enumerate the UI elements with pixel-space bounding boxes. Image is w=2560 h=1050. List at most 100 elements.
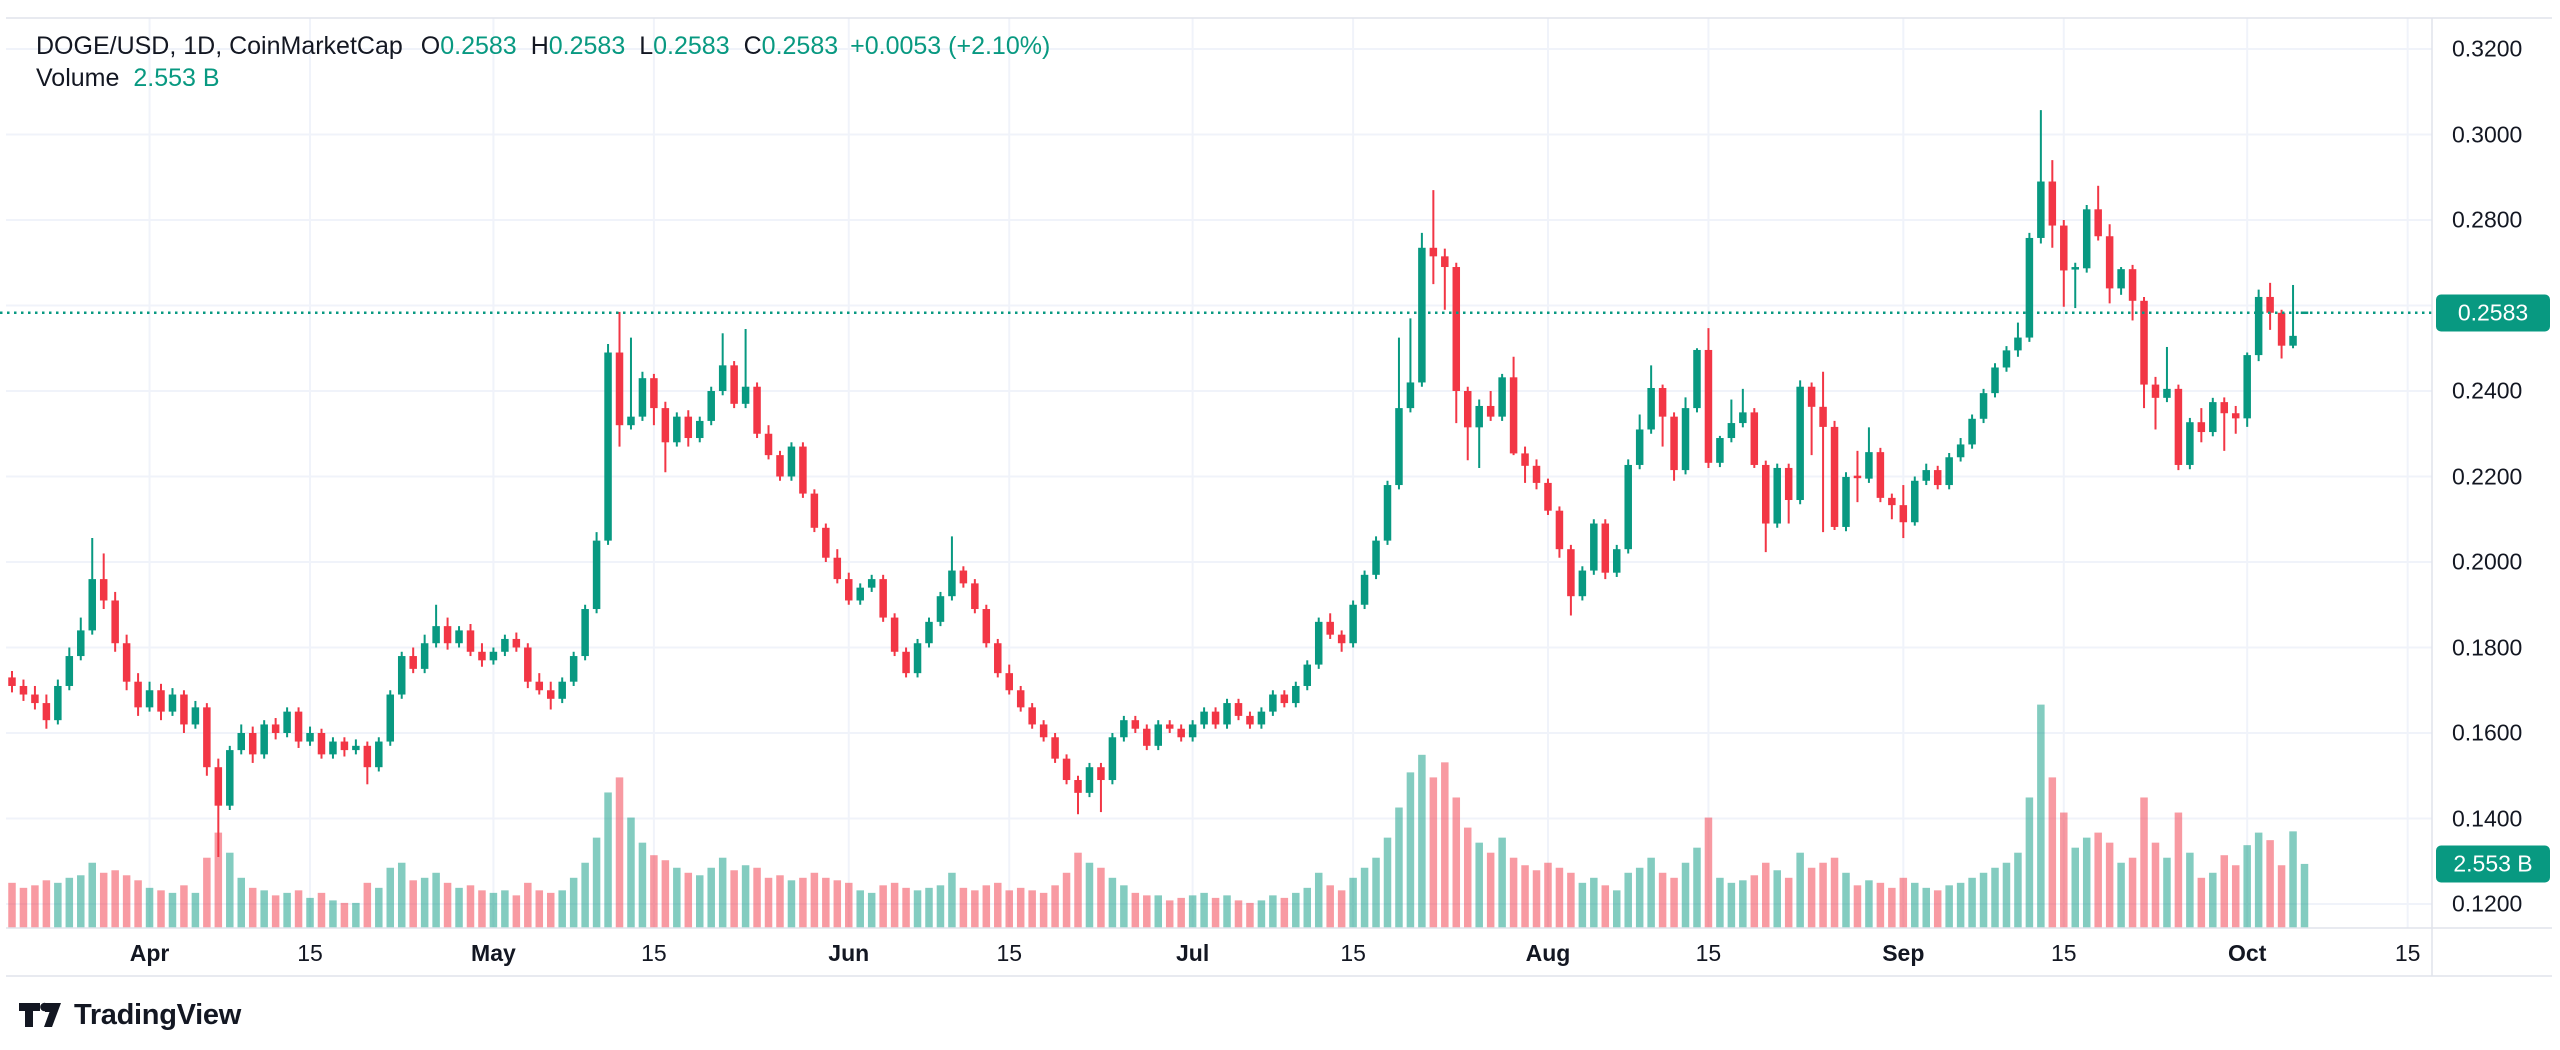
candle-body xyxy=(1578,570,1587,597)
candle-body xyxy=(2174,388,2183,465)
volume-bar xyxy=(8,882,16,928)
candle-body xyxy=(420,643,429,669)
volume-bar xyxy=(787,880,796,928)
candle-body xyxy=(42,703,51,721)
volume-bar xyxy=(776,875,784,928)
volume-bar xyxy=(1853,885,1862,928)
candle-body xyxy=(2117,269,2125,289)
tradingview-logo-icon xyxy=(19,1002,61,1027)
volume-bar xyxy=(386,867,395,928)
volume-bar xyxy=(1991,867,1999,928)
volume-bar xyxy=(524,882,532,928)
volume-bar xyxy=(1177,897,1185,928)
candle-body xyxy=(122,643,131,682)
candle-body xyxy=(1727,423,1736,439)
volume-bar xyxy=(1555,867,1564,928)
candle-body xyxy=(2266,296,2274,313)
candle-body xyxy=(1062,758,1071,781)
last-price-badge-text: 0.2583 xyxy=(2457,299,2529,326)
volume-bar xyxy=(478,890,486,928)
candle-body xyxy=(2186,422,2194,465)
candle-body xyxy=(2163,388,2171,398)
volume-bar xyxy=(306,897,314,928)
volume-value: 2.553 B xyxy=(133,64,220,92)
candle-body xyxy=(2002,350,2011,368)
volume-bar xyxy=(1200,892,1208,928)
candle-body xyxy=(787,446,796,477)
volume-bar xyxy=(2128,857,2137,928)
candle-body xyxy=(1418,247,1426,383)
volume-bar xyxy=(1257,900,1266,928)
time-scale-label: 15 xyxy=(2394,940,2421,966)
candle-body xyxy=(569,656,578,682)
volume-bar xyxy=(455,887,463,928)
volume-bar xyxy=(1911,882,1919,928)
volume-bar xyxy=(294,890,303,928)
volume-bar xyxy=(1922,887,1930,928)
candle-body xyxy=(134,681,142,708)
candle-body xyxy=(707,391,715,421)
volume-bar xyxy=(1028,890,1036,928)
candle-body xyxy=(260,724,268,755)
volume-bar xyxy=(2025,797,2034,928)
low-label: L xyxy=(639,32,654,60)
volume-bar xyxy=(2266,840,2274,928)
volume-bar xyxy=(1039,892,1048,928)
volume-bar xyxy=(283,892,291,928)
volume-bar xyxy=(54,882,62,928)
time-scale-label: Jun xyxy=(828,940,870,966)
change-value: +0.0053 (+2.10%) xyxy=(850,32,1051,60)
volume-bar xyxy=(799,877,807,928)
candle-body xyxy=(1567,549,1575,597)
candle-body xyxy=(845,579,853,601)
volume-bar xyxy=(1784,877,1793,928)
candle-body xyxy=(730,365,738,404)
candle-body xyxy=(157,690,165,712)
candle-body xyxy=(386,694,395,742)
candle-body xyxy=(1532,465,1541,483)
candle-body xyxy=(1693,349,1701,409)
candle-body xyxy=(982,609,991,644)
price-scale-label: 0.2400 xyxy=(2452,377,2523,404)
time-scale-label: Apr xyxy=(129,940,170,966)
candle-body xyxy=(226,750,234,806)
candle-body xyxy=(512,638,521,648)
volume-bar xyxy=(1062,872,1071,928)
candle-body xyxy=(1269,694,1277,712)
tradingview-attribution-link[interactable]: TradingView xyxy=(18,994,241,1036)
volume-bar xyxy=(191,892,200,928)
volume-bar xyxy=(466,885,475,928)
candle-body xyxy=(1177,728,1185,738)
volume-bar xyxy=(1463,827,1472,928)
price-scale-label: 0.1600 xyxy=(2452,719,2523,746)
high-value: 0.2583 xyxy=(548,32,626,60)
candle-body xyxy=(1337,634,1346,644)
candle-body xyxy=(501,638,509,652)
candle-body xyxy=(1292,685,1300,704)
candle-body xyxy=(2105,236,2114,289)
volume-bar xyxy=(1670,877,1678,928)
price-scale-label: 0.3000 xyxy=(2452,121,2523,147)
volume-bar xyxy=(2117,862,2125,928)
volume-bar xyxy=(2300,863,2309,928)
candle-body xyxy=(443,626,452,644)
candle-body xyxy=(684,416,693,439)
volume-bar xyxy=(638,842,647,928)
volume-bar xyxy=(673,867,681,928)
candle-body xyxy=(1028,707,1036,725)
symbol-title: DOGE/USD, 1D, CoinMarketCap xyxy=(36,32,403,60)
volume-bar xyxy=(1314,872,1323,928)
volume-bar xyxy=(352,902,360,928)
candle-body xyxy=(535,681,544,691)
candle-body xyxy=(524,647,532,682)
volume-bar xyxy=(1292,892,1300,928)
candle-body xyxy=(1979,393,1988,419)
candle-body xyxy=(2060,225,2068,271)
volume-bar xyxy=(1590,877,1598,928)
volume-bar xyxy=(867,892,876,928)
candle-body xyxy=(77,630,85,657)
volume-bar xyxy=(1143,895,1151,928)
volume-bar xyxy=(1819,862,1827,928)
